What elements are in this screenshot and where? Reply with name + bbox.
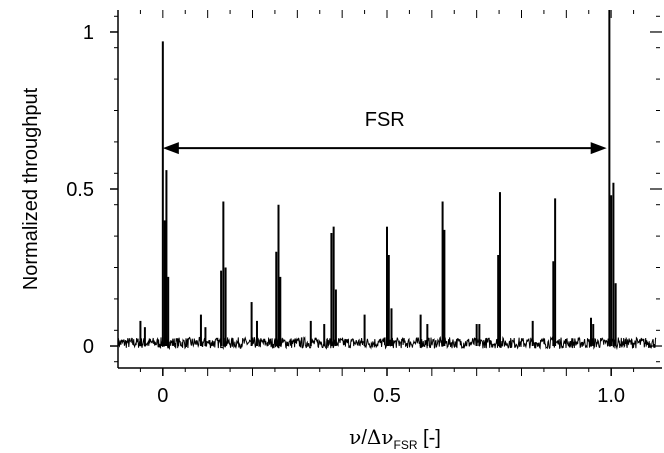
fsr-annotation: FSR [162,109,607,155]
x-axis-label-nu: ν [349,425,361,449]
y-axis-ticks: 00.51 [66,15,662,363]
peak-markers [139,10,617,347]
y-tick-label: 0 [83,336,94,358]
fsr-arrow-head-left [162,142,179,155]
fsr-arrow-head-right [590,142,607,155]
plot-frame [117,10,662,369]
x-tick-label: 1.0 [597,385,625,407]
x-tick-label: 0 [157,385,168,407]
y-tick-label: 1 [83,22,94,44]
fsr-label: FSR [365,109,405,131]
x-axis-label-delta: Δ [367,425,381,449]
x-axis-label: ν/ΔνFSR [-] [349,425,441,452]
x-axis-label-units: [-] [418,427,441,449]
y-axis-label: Normalized throughput [20,87,42,290]
x-axis-label-subscript: FSR [394,438,418,452]
y-tick-label: 0.5 [66,179,94,201]
x-axis-ticks: 0 0.5 1.0 [139,10,635,407]
x-tick-label: 0.5 [373,385,401,407]
x-axis-label-nu2: ν [381,425,393,449]
x-axis-label-slash: / [361,427,367,449]
